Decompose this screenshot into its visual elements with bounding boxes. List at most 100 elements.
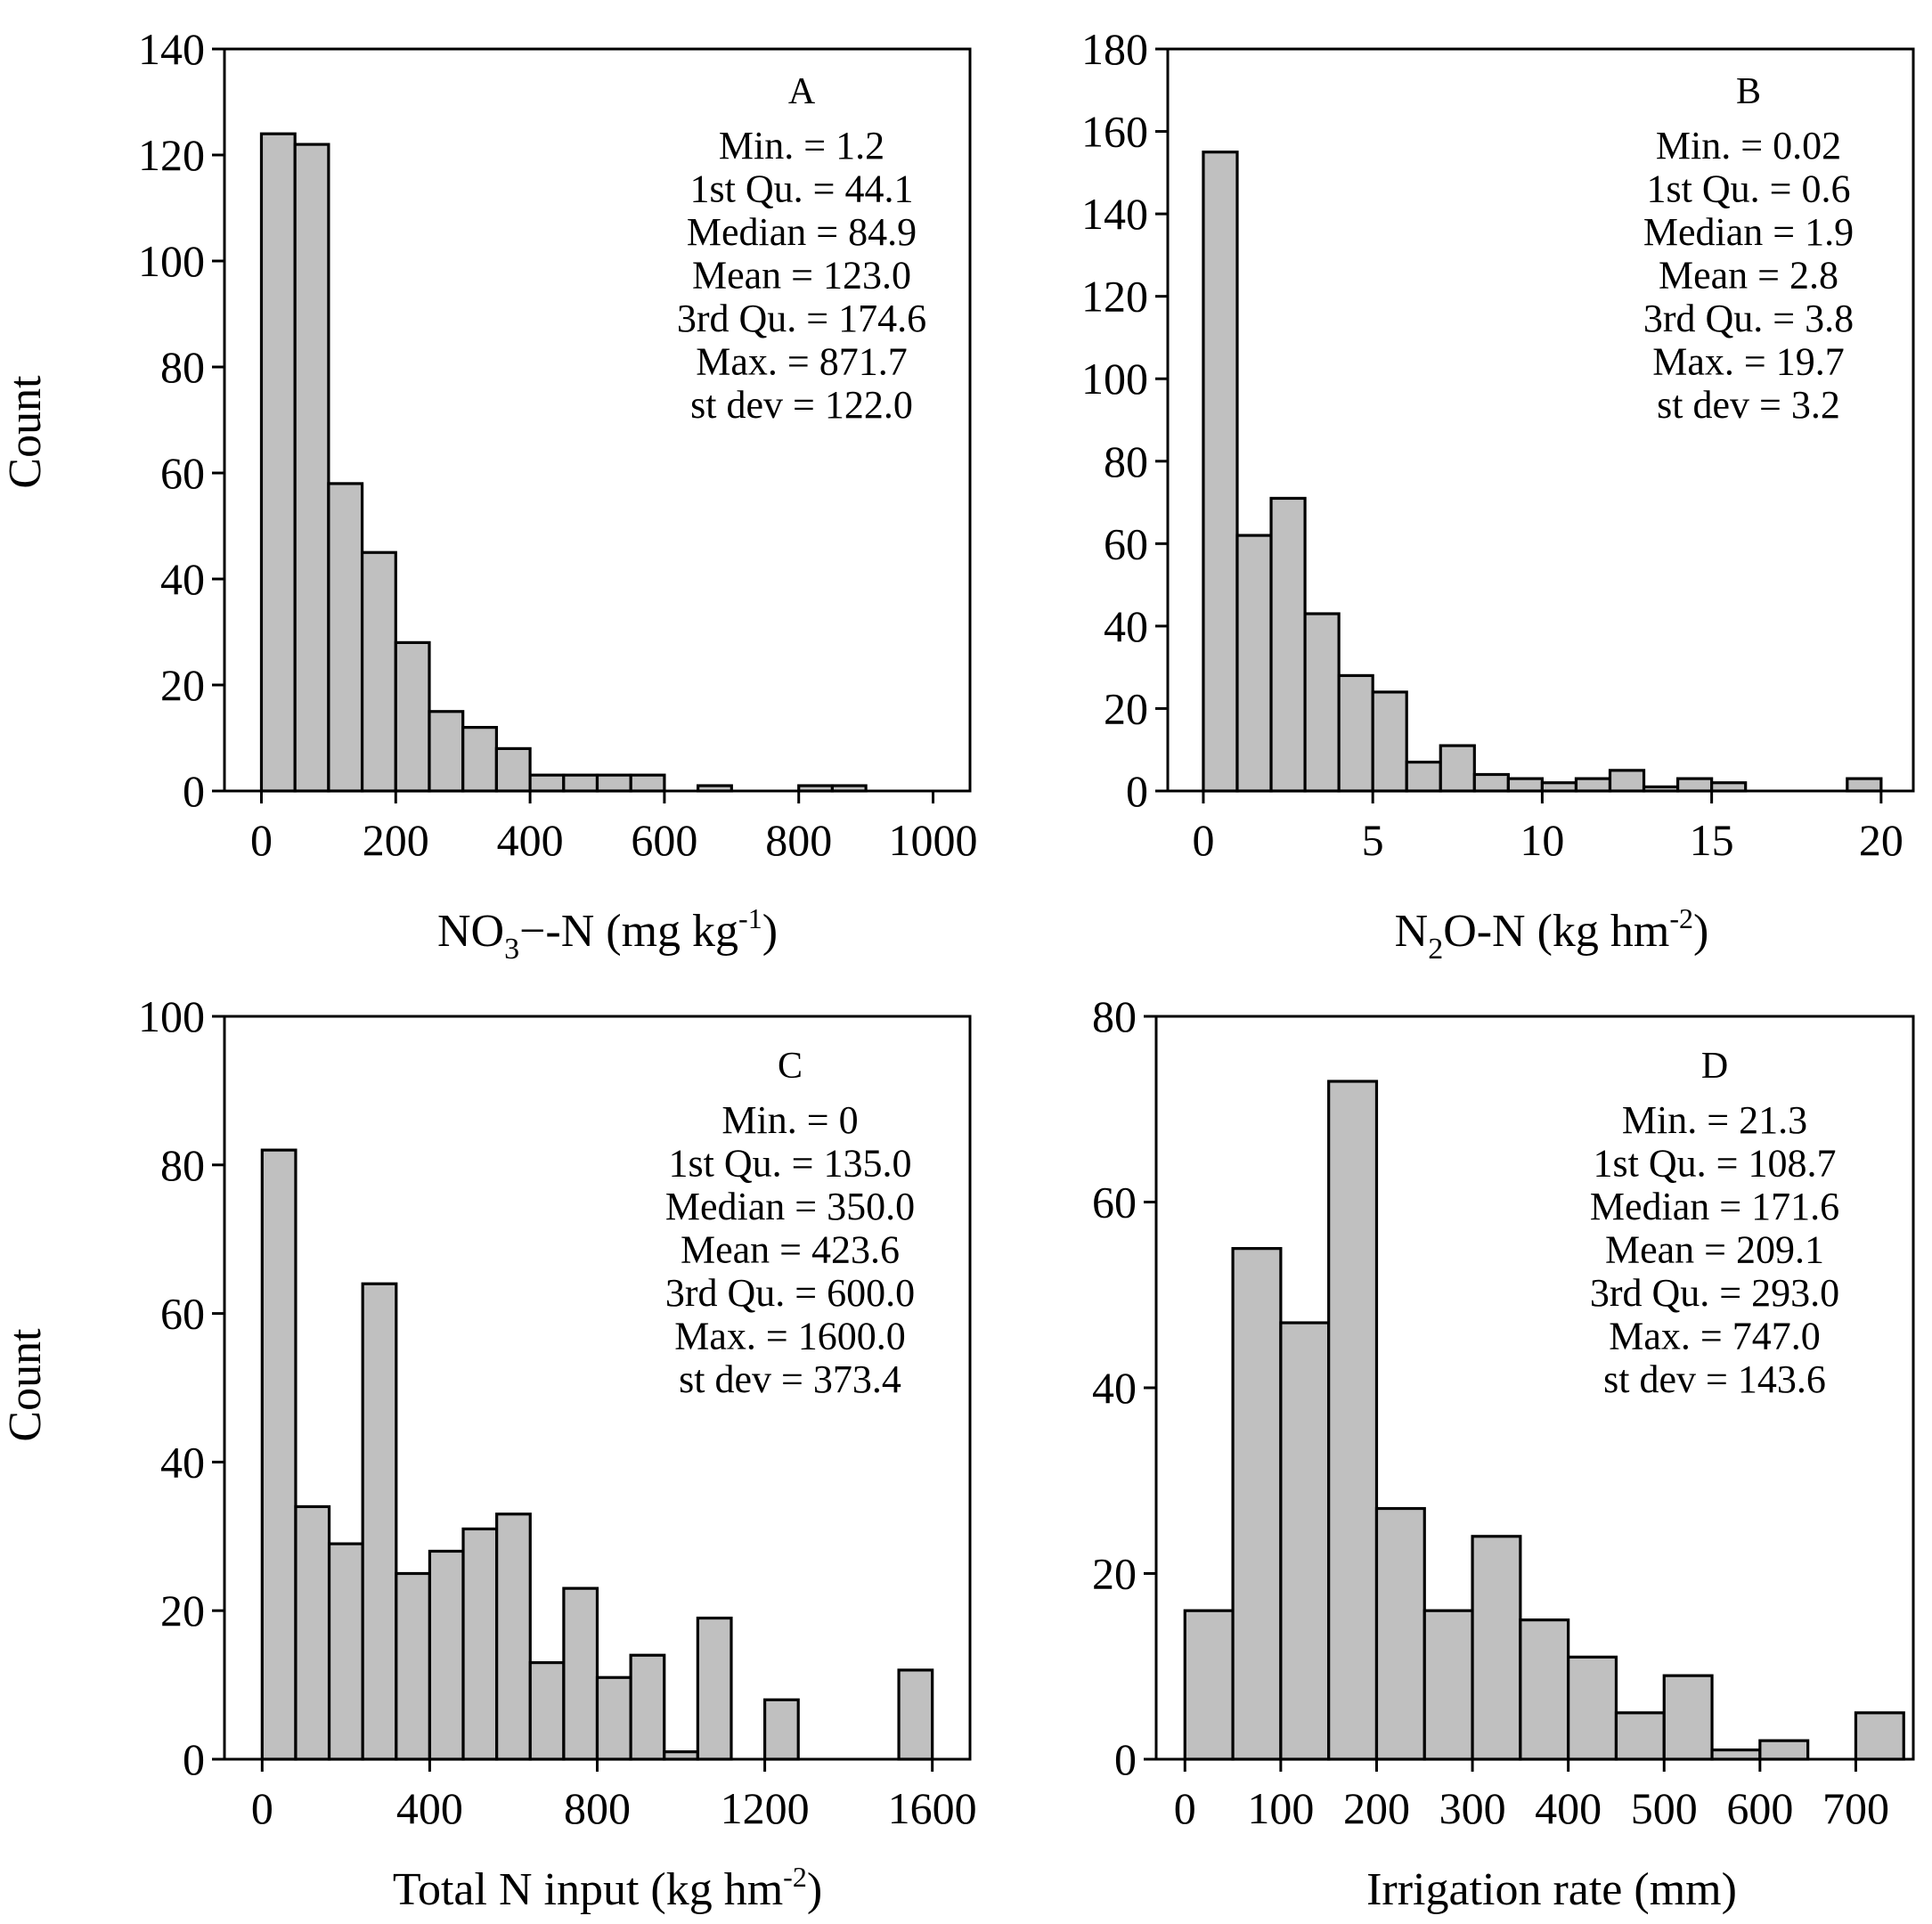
- y-tick-label: 0: [1114, 1734, 1137, 1784]
- histogram-bar: [562, 1586, 599, 1761]
- x-axis-title: NO3−-N (mg kg-1): [437, 902, 778, 966]
- summary-stat: 3rd Qu. = 174.6: [677, 297, 926, 340]
- y-tick-label: 100: [1081, 354, 1148, 404]
- summary-stat: Median = 84.9: [687, 210, 917, 254]
- histogram-bar: [327, 1542, 364, 1761]
- histogram-bar: [494, 746, 532, 793]
- summary-stat: st dev = 3.2: [1657, 383, 1840, 427]
- summary-stat: 3rd Qu. = 293.0: [1590, 1271, 1839, 1315]
- summary-stat: Mean = 423.6: [681, 1228, 900, 1272]
- histogram-bar: [1423, 1609, 1474, 1761]
- y-tick-label: 100: [138, 991, 205, 1041]
- histogram-bar: [1846, 777, 1883, 793]
- histogram-bar: [562, 773, 599, 793]
- y-tick-label: 0: [1126, 766, 1148, 816]
- histogram-bar: [461, 725, 498, 793]
- histogram-bar: [1405, 761, 1442, 793]
- histogram-bar: [327, 482, 364, 793]
- panel-label: C: [778, 1046, 803, 1087]
- y-tick-label: 160: [1081, 107, 1148, 157]
- histogram-bar: [1472, 772, 1510, 793]
- y-tick-label: 100: [138, 236, 205, 286]
- histogram-bar: [528, 773, 566, 793]
- y-axis-title: Count: [0, 375, 51, 489]
- summary-stat: 1st Qu. = 108.7: [1594, 1142, 1837, 1186]
- summary-stat: Max. = 871.7: [696, 340, 907, 384]
- summary-stat: Median = 1.9: [1643, 210, 1854, 254]
- x-tick-label: 800: [564, 1783, 631, 1833]
- x-tick-label: 0: [1192, 815, 1214, 865]
- histogram-bar: [1519, 1618, 1570, 1761]
- x-axis-title: N2O-N (kg hm-2): [1395, 902, 1709, 966]
- histogram-bar: [293, 143, 330, 793]
- y-tick-label: 20: [160, 1586, 205, 1635]
- summary-stat: st dev = 122.0: [690, 383, 913, 427]
- panel-label: A: [788, 71, 816, 112]
- summary-stat: st dev = 143.6: [1603, 1357, 1826, 1401]
- x-tick-label: 500: [1631, 1783, 1698, 1833]
- x-tick-label: 700: [1822, 1783, 1889, 1833]
- y-tick-label: 120: [1081, 272, 1148, 322]
- summary-stat: Mean = 2.8: [1659, 254, 1838, 298]
- x-tick-label: 0: [251, 1783, 273, 1833]
- x-tick-label: 100: [1247, 1783, 1314, 1833]
- histogram-bar: [461, 1527, 499, 1761]
- y-tick-label: 80: [160, 1140, 205, 1190]
- histogram-bar: [1675, 777, 1714, 793]
- panel-c: 0 20 40 60 80 100 0 400 800 1200 1600 Count Total N …: [0, 991, 977, 1915]
- x-tick-label: 600: [631, 815, 697, 865]
- x-tick-label: 800: [765, 815, 832, 865]
- y-tick-label: 60: [160, 1289, 205, 1339]
- y-tick-label: 40: [160, 1437, 205, 1487]
- histogram-bar: [361, 1282, 398, 1761]
- y-tick-label: 140: [1081, 189, 1148, 239]
- y-tick-label: 120: [138, 130, 205, 180]
- histogram-bar: [1614, 1711, 1666, 1761]
- histogram-bar: [1758, 1739, 1810, 1761]
- y-tick-label: 80: [160, 342, 205, 392]
- y-tick-label: 60: [1092, 1178, 1137, 1227]
- x-tick-label: 20: [1859, 815, 1903, 865]
- histogram-bar: [1303, 612, 1341, 793]
- histogram-bar: [1374, 1506, 1426, 1761]
- x-tick-label: 1600: [888, 1783, 977, 1833]
- histogram-bar: [1567, 1655, 1618, 1761]
- histogram-bar: [1662, 1674, 1714, 1761]
- y-tick-label: 80: [1092, 991, 1137, 1041]
- histogram-bar: [360, 550, 397, 793]
- y-tick-label: 40: [160, 554, 205, 604]
- histogram-bar: [1269, 496, 1307, 793]
- summary-stat: Mean = 123.0: [692, 254, 911, 298]
- histogram-bar: [1327, 1080, 1379, 1761]
- histogram-bar: [1439, 744, 1476, 793]
- summary-stat: 1st Qu. = 135.0: [669, 1142, 912, 1186]
- y-tick-label: 60: [1104, 518, 1148, 568]
- histogram-bar: [528, 1660, 566, 1761]
- histogram-bar: [495, 1512, 532, 1761]
- summary-stat: Min. = 0: [721, 1098, 858, 1142]
- x-axis-title: Irrigation rate (mm): [1366, 1864, 1737, 1915]
- histogram-bar: [1235, 534, 1273, 793]
- y-tick-label: 80: [1104, 436, 1148, 486]
- summary-stat: Max. = 1600.0: [674, 1315, 905, 1358]
- histogram-bar: [428, 1549, 465, 1761]
- panel-label: D: [1701, 1046, 1728, 1087]
- histogram-bar: [394, 640, 431, 793]
- summary-stat: Min. = 21.3: [1622, 1098, 1807, 1142]
- summary-stat: st dev = 373.4: [679, 1357, 901, 1401]
- x-tick-label: 400: [497, 815, 564, 865]
- x-tick-label: 300: [1439, 1783, 1506, 1833]
- x-tick-label: 400: [396, 1783, 463, 1833]
- y-tick-label: 20: [1092, 1549, 1137, 1599]
- plot-frame: [223, 47, 972, 793]
- x-tick-label: 600: [1726, 1783, 1793, 1833]
- histogram-bar: [1854, 1711, 1905, 1761]
- x-tick-label: 10: [1520, 815, 1564, 865]
- histogram-bar: [1337, 673, 1374, 793]
- summary-stat: Median = 350.0: [665, 1185, 915, 1228]
- y-tick-label: 140: [138, 24, 205, 74]
- histogram-bar: [1506, 777, 1545, 793]
- summary-stat: Max. = 747.0: [1609, 1315, 1820, 1358]
- histogram-bar: [428, 710, 465, 793]
